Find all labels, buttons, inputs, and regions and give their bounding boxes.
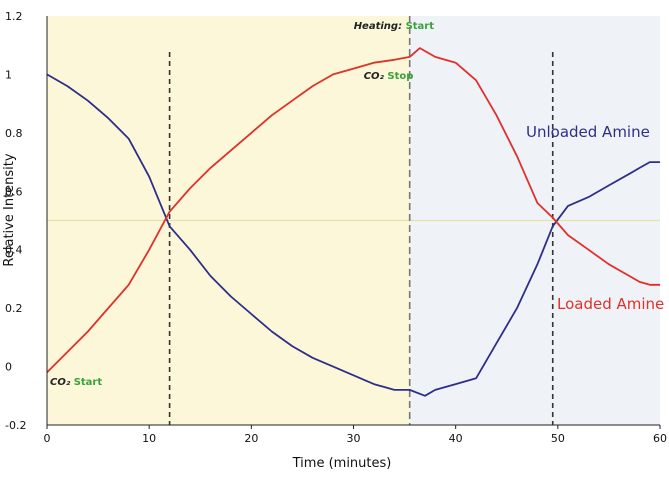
series-label-loaded-amine: Loaded Amine [557,295,664,313]
annotations: Heating: Start CO₂ Stop CO₂ Start [50,21,434,388]
series-line-loaded-amine [46,47,660,374]
x-tick-label: 10 [142,432,156,445]
series-lines [46,47,660,397]
series-label-unloaded-amine: Unloaded Amine [526,123,650,141]
annotation-co2-start: CO₂ Start [50,377,102,388]
x-tick-label: 60 [653,432,667,445]
series-line-unloaded-amine [46,73,660,397]
y-tick-label: 1.2 [5,10,23,23]
x-tick-label: 30 [347,432,361,445]
y-axis-title: Relative Intensity [2,153,17,266]
x-tick-label: 50 [551,432,565,445]
y-tick-label: 0.4 [5,244,23,257]
x-tick-label: 20 [244,432,258,445]
y-tick-label: 0.2 [5,302,23,315]
x-tick-label: 40 [449,432,463,445]
tick-labels: 0 10 20 30 40 50 60 -0.2 0 0.2 0.4 0.6 0.8 1 1.2 [5,10,667,445]
x-axis-title: Time (minutes) [292,456,392,471]
annotation-heating-start: Heating: Start [354,21,435,32]
y-tick-label: 0.6 [5,185,23,198]
series-labels: Unloaded Amine Loaded Amine [526,123,664,313]
y-tick-label: 0 [5,361,12,374]
y-tick-label: 0.8 [5,127,23,140]
x-tick-label: 0 [44,432,51,445]
annotation-co2-stop: CO₂ Stop [364,71,414,82]
y-tick-label: 1 [5,68,12,81]
y-tick-label: -0.2 [5,419,26,432]
